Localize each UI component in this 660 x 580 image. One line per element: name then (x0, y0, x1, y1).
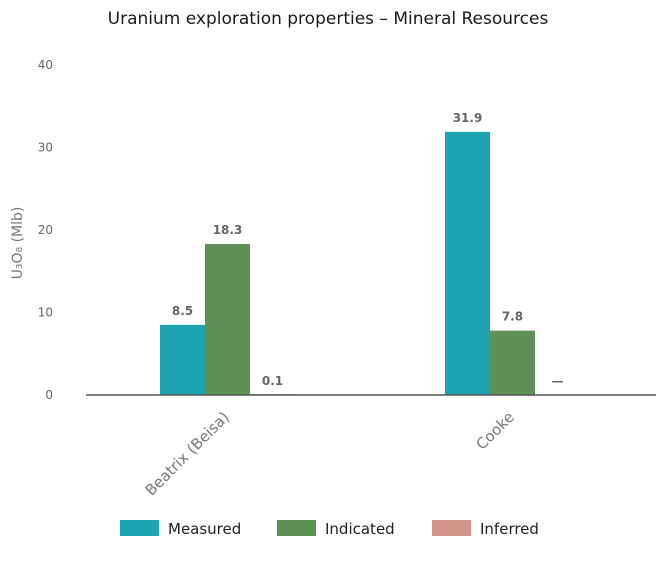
data-label: 0.1 (262, 374, 283, 388)
legend-swatch (277, 520, 316, 536)
data-label: 7.8 (502, 310, 523, 324)
y-tick-label: 40 (38, 58, 53, 72)
legend-item-measured: Measured (120, 520, 241, 538)
bar-indicated (205, 244, 250, 395)
data-label: 18.3 (213, 223, 243, 237)
data-label: 8.5 (172, 304, 193, 318)
bar-measured (445, 131, 490, 395)
legend-label: Measured (168, 520, 241, 538)
legend-swatch (432, 520, 471, 536)
x-category-label: Cooke (472, 408, 517, 453)
y-tick-label: 10 (38, 306, 53, 320)
bar-measured (160, 324, 205, 395)
legend-item-indicated: Indicated (277, 520, 395, 538)
y-axis-label: U₃O₈ (Mlb) (10, 207, 26, 280)
chart-title: Uranium exploration properties – Mineral… (108, 9, 549, 29)
x-category-label: Beatrix (Beisa) (142, 408, 233, 499)
bar-indicated (490, 330, 535, 395)
data-label: — (552, 374, 564, 388)
legend-label: Inferred (480, 520, 539, 538)
y-tick-label: 30 (38, 141, 53, 155)
legend-swatch (120, 520, 159, 536)
data-label: 31.9 (453, 111, 483, 125)
y-tick-label: 20 (38, 223, 53, 237)
legend-item-inferred: Inferred (432, 520, 539, 538)
legend-label: Indicated (325, 520, 395, 538)
y-tick-label: 0 (45, 388, 53, 402)
